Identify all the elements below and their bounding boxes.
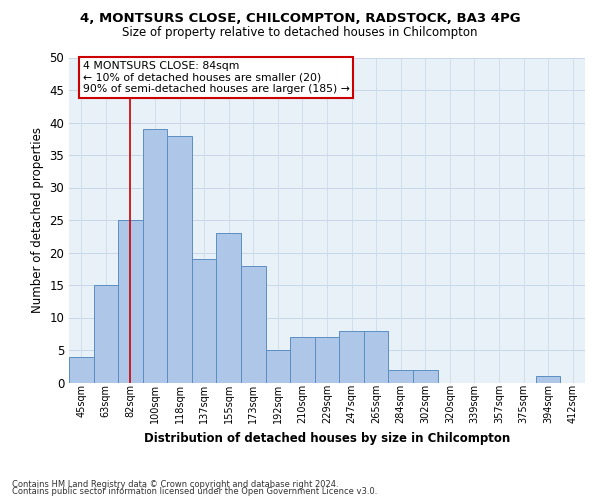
Bar <box>118 220 143 382</box>
X-axis label: Distribution of detached houses by size in Chilcompton: Distribution of detached houses by size … <box>144 432 510 444</box>
Bar <box>241 266 266 382</box>
Bar <box>69 356 94 382</box>
Text: Contains HM Land Registry data © Crown copyright and database right 2024.: Contains HM Land Registry data © Crown c… <box>12 480 338 489</box>
Bar <box>167 136 192 382</box>
Bar <box>339 330 364 382</box>
Bar <box>94 285 118 382</box>
Bar <box>290 337 315 382</box>
Text: Size of property relative to detached houses in Chilcompton: Size of property relative to detached ho… <box>122 26 478 39</box>
Bar <box>217 233 241 382</box>
Bar <box>266 350 290 382</box>
Text: 4, MONTSURS CLOSE, CHILCOMPTON, RADSTOCK, BA3 4PG: 4, MONTSURS CLOSE, CHILCOMPTON, RADSTOCK… <box>80 12 520 26</box>
Bar <box>364 330 388 382</box>
Bar <box>143 129 167 382</box>
Text: 4 MONTSURS CLOSE: 84sqm
← 10% of detached houses are smaller (20)
90% of semi-de: 4 MONTSURS CLOSE: 84sqm ← 10% of detache… <box>83 60 349 94</box>
Bar <box>192 259 217 382</box>
Y-axis label: Number of detached properties: Number of detached properties <box>31 127 44 313</box>
Text: Contains public sector information licensed under the Open Government Licence v3: Contains public sector information licen… <box>12 487 377 496</box>
Bar <box>315 337 339 382</box>
Bar <box>413 370 437 382</box>
Bar <box>388 370 413 382</box>
Bar <box>536 376 560 382</box>
